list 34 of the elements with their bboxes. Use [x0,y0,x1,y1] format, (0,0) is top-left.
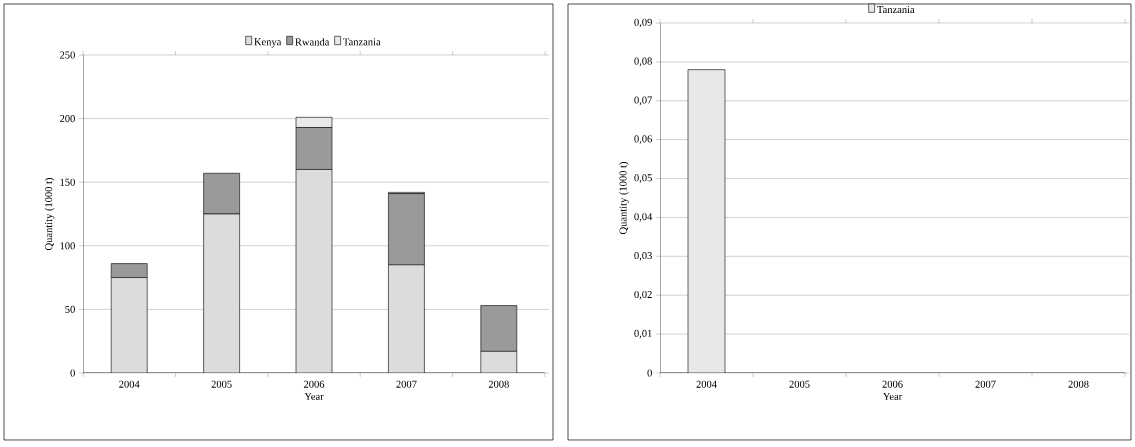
y-tick-label: 0,03 [634,252,652,261]
y-tick-label: 0,07 [634,96,653,106]
y-tick-label: 0,06 [634,135,652,144]
x-tick-label: 2005 [789,380,810,388]
y-tick-label: 0,09 [634,18,652,28]
x-tick-label: 2007 [975,380,996,388]
y-axis-title: Quantity (1000 t) [44,177,55,250]
x-tick-label: 2004 [119,380,140,388]
x-tick-label: 2007 [396,380,417,388]
legend-label: Rwanda [295,38,330,46]
y-tick-label: 50 [65,305,75,313]
x-tick-label: 2004 [696,380,717,388]
y-tick-label: 0,02 [634,290,652,300]
y-tick-label: 0 [647,369,652,377]
x-tick-label: 2006 [882,380,903,388]
x-tick-label: 2005 [211,380,232,388]
y-tick-label: 0,05 [634,174,652,183]
x-axis-title: Year [304,392,324,400]
x-tick-label: 2008 [1068,380,1089,388]
y-tick-label: 200 [60,115,75,123]
legend-label: Tanzania [343,38,381,46]
y-tick-label: 0,04 [634,213,653,222]
y-tick-label: 0,08 [634,57,652,67]
x-axis-title: Year [882,392,903,400]
y-tick-label: 0,01 [634,329,652,339]
legend-label: Tanzania [877,6,915,14]
y-tick-label: 250 [60,51,75,59]
y-tick-label: 150 [60,178,75,186]
y-tick-label: 0 [70,369,75,377]
legend-label: Kenya [254,38,282,48]
y-axis-title: Quantity (1000 t) [619,162,629,235]
y-tick-label: 100 [60,242,75,250]
x-tick-label: 2006 [303,380,325,388]
x-tick-label: 2008 [488,380,509,388]
